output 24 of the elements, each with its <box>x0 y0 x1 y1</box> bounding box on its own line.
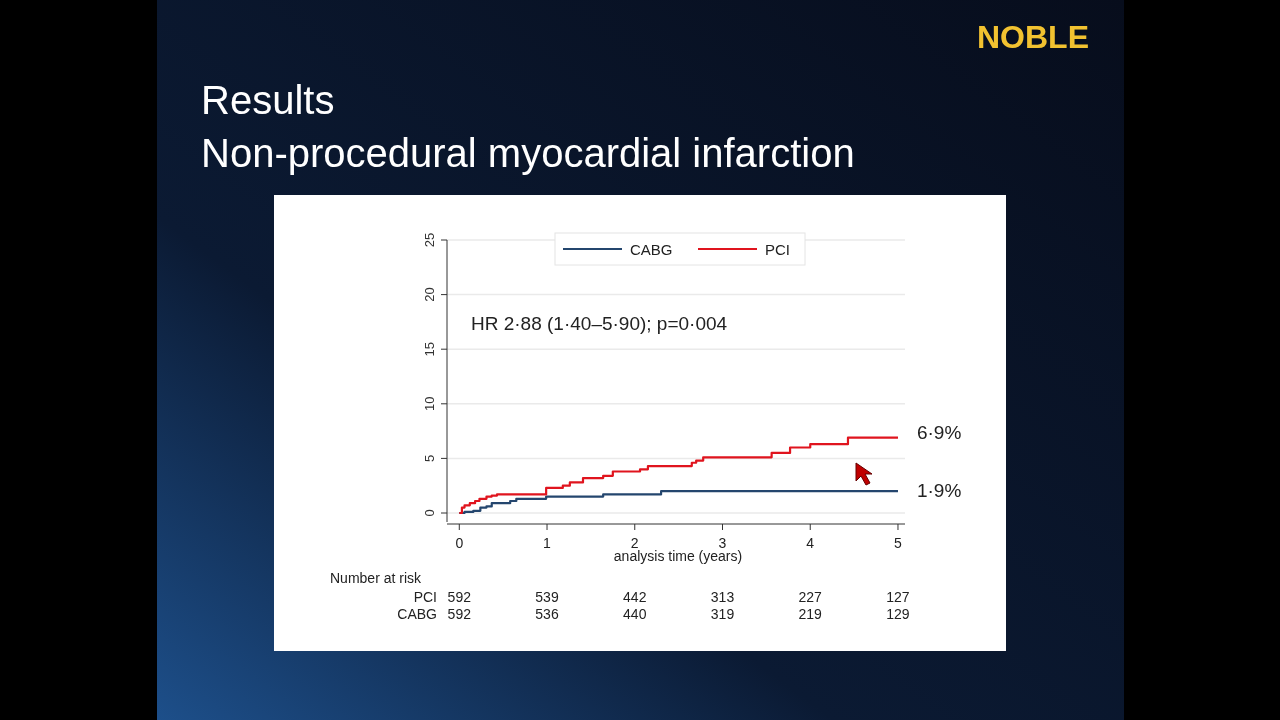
y-tick-label: 25 <box>422 232 437 248</box>
legend-label: CABG <box>630 241 673 258</box>
x-tick-label: 5 <box>894 535 903 551</box>
text: CABG 592 536 440 319 219 129 <box>397 606 910 622</box>
text: NOBLE <box>977 19 1089 55</box>
x-tick-label: 2 <box>630 535 639 551</box>
x-tick-label: 4 <box>806 535 815 551</box>
text: Number at risk <box>330 570 423 586</box>
annotation: HR 2·88 (1·40–5·90); p=0·004 <box>471 313 728 334</box>
x-tick-label: 1 <box>543 535 552 551</box>
annotation: 1·9% <box>916 480 962 502</box>
y-tick-label: 20 <box>422 287 437 302</box>
y-tick-label: 15 <box>422 341 437 357</box>
y-tick-label: 10 <box>422 396 437 412</box>
x-tick-label: 3 <box>718 535 727 551</box>
y-tick-label: 0 <box>422 509 437 517</box>
annotation: 6·9% <box>916 421 962 443</box>
chart-title: Results <box>201 78 335 122</box>
text: PCI 592 539 442 313 227 127 <box>413 589 910 605</box>
legend-label: PCI <box>765 241 791 258</box>
y-tick-label: 5 <box>422 454 437 463</box>
x-tick-label: 0 <box>455 535 464 551</box>
chart-subtitle: Non-procedural myocardial infarction <box>201 131 855 175</box>
x-axis-title: analysis time (years) <box>613 548 743 564</box>
